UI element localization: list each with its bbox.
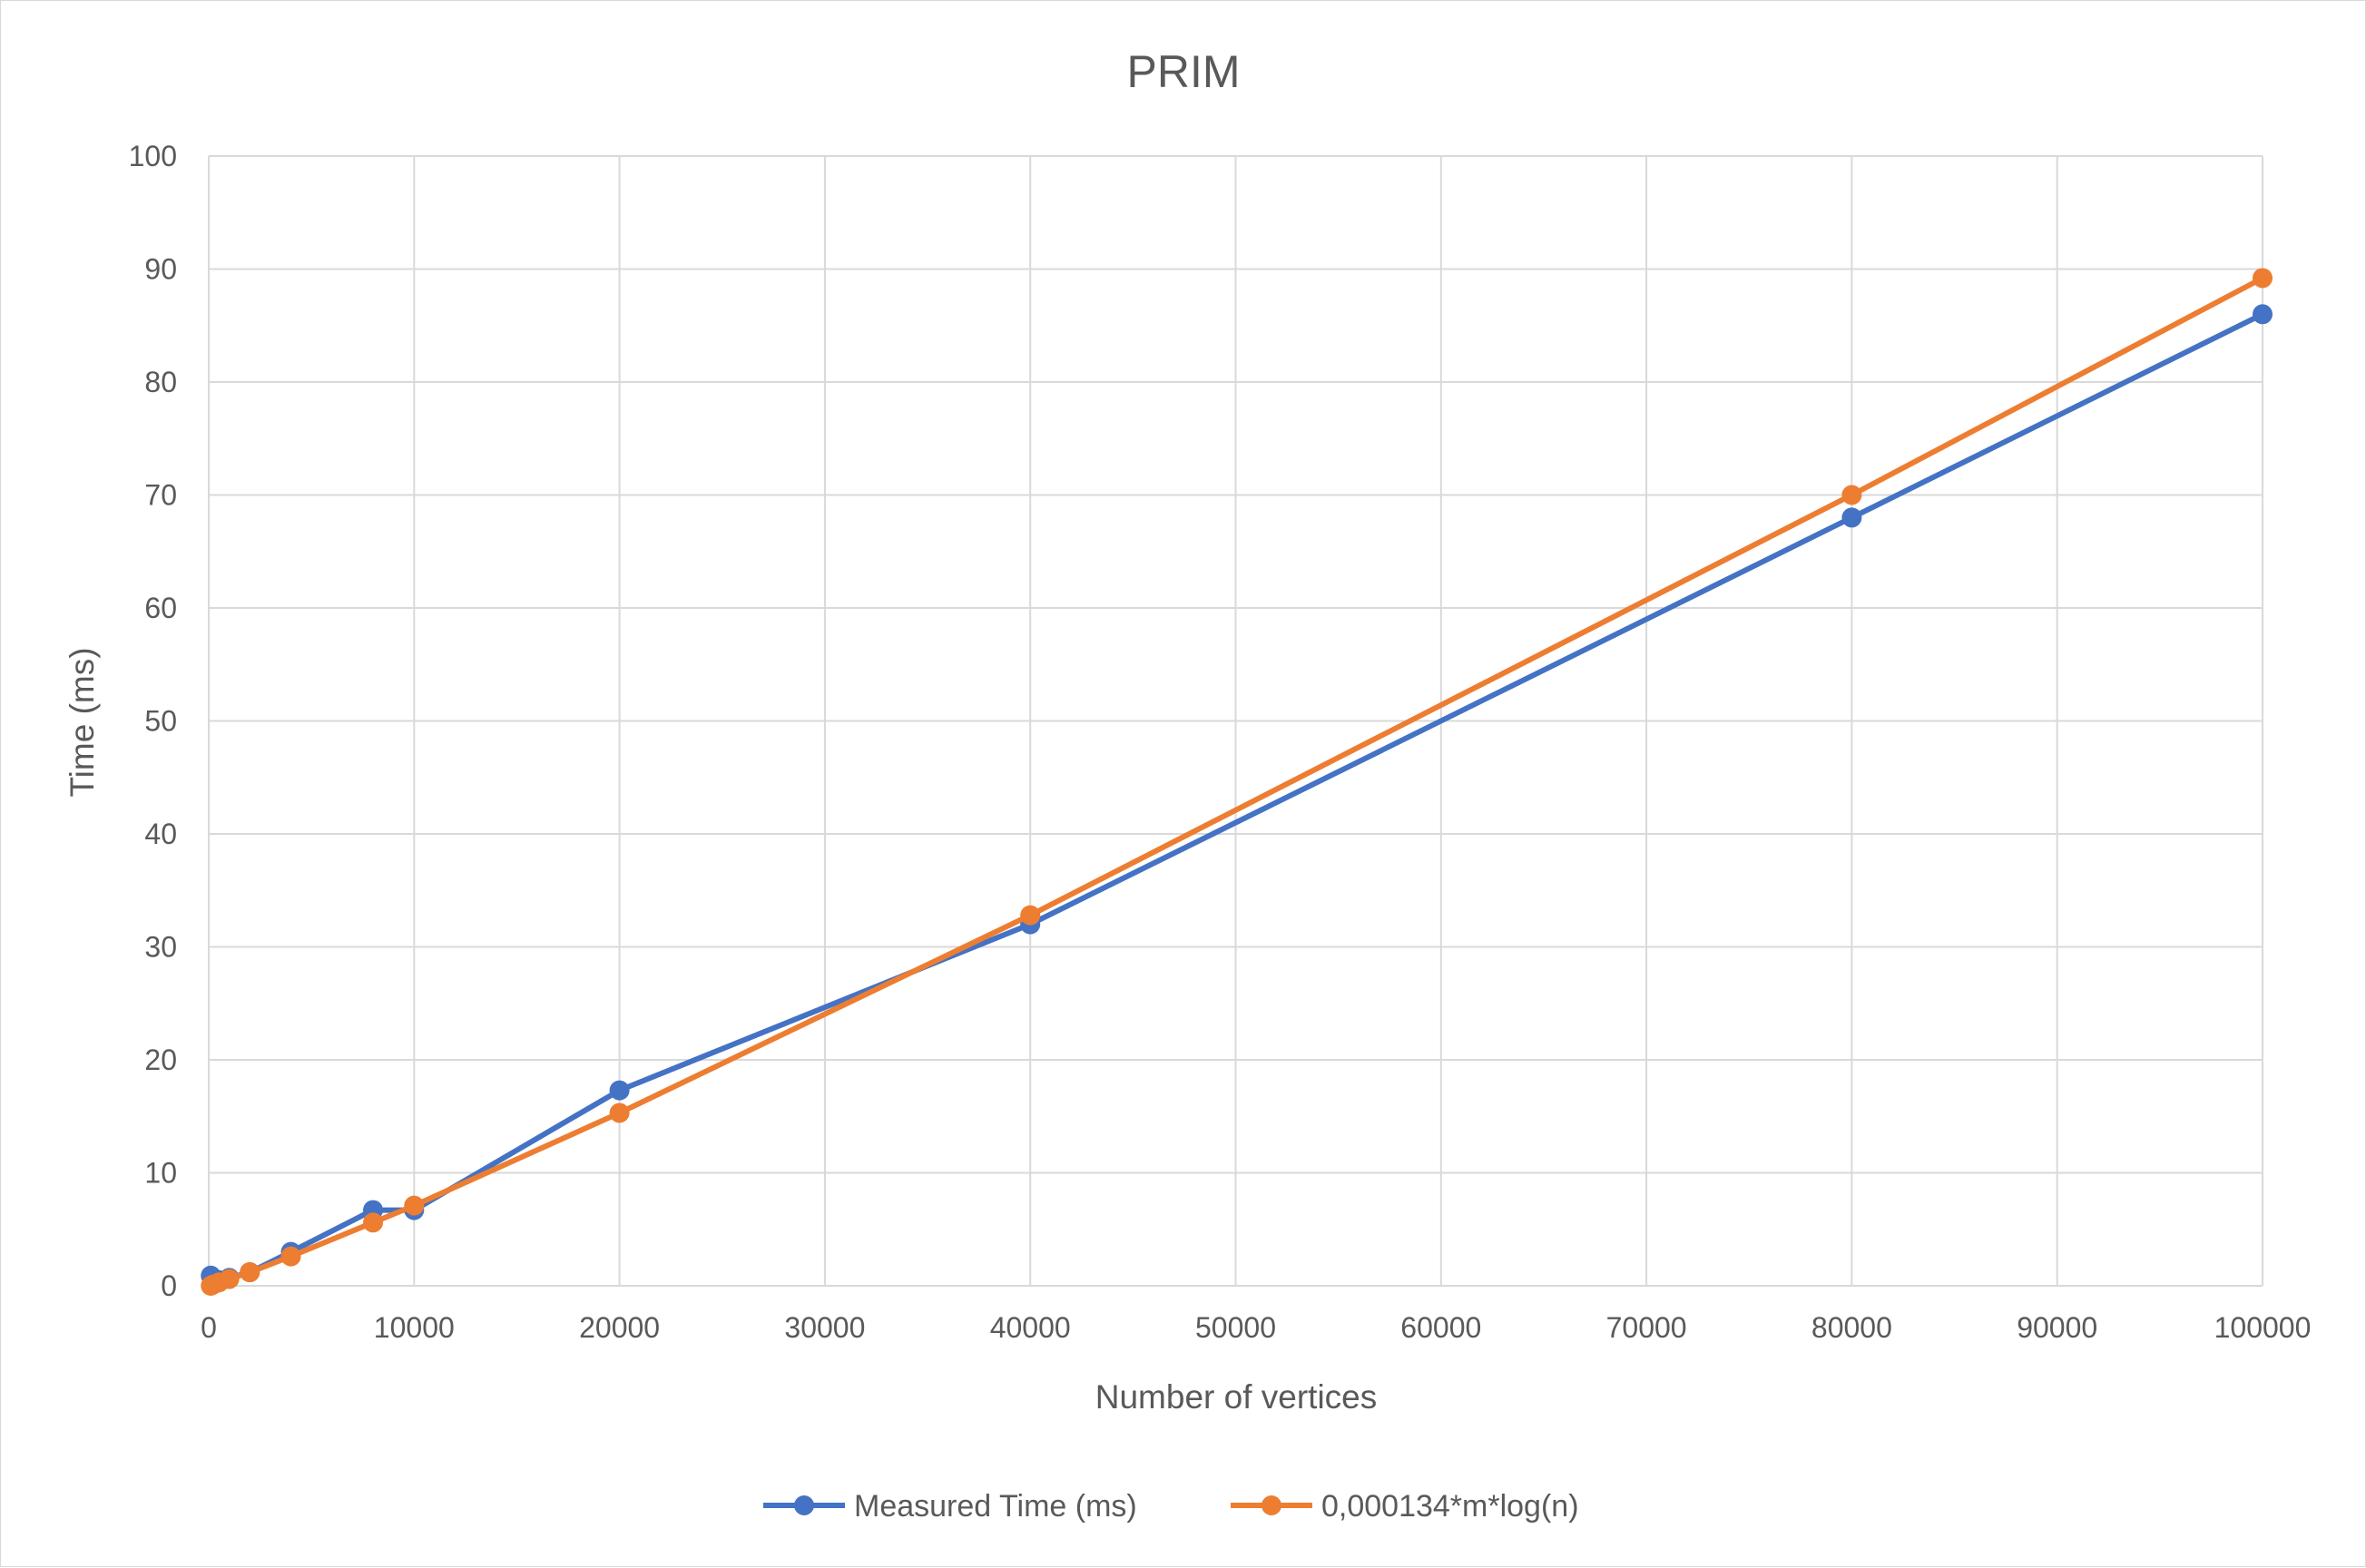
x-tick-label: 40000 — [990, 1311, 1071, 1344]
legend-entry: 0,000134*m*log(n) — [1231, 1489, 1579, 1524]
legend-swatch-marker — [794, 1495, 814, 1515]
series-line — [208, 311, 2265, 1287]
legend-label: Measured Time (ms) — [854, 1489, 1137, 1524]
data-point — [363, 1212, 384, 1233]
data-point — [609, 1102, 630, 1123]
x-tick-label: 100000 — [2214, 1311, 2312, 1344]
legend-entry: Measured Time (ms) — [763, 1489, 1137, 1524]
legend-label: 0,000134*m*log(n) — [1321, 1489, 1579, 1524]
x-tick-label: 0 — [201, 1311, 217, 1344]
series-lines — [201, 268, 2273, 1296]
data-point — [2253, 304, 2273, 325]
data-point — [2253, 268, 2273, 289]
y-tick-label: 10 — [144, 1157, 177, 1190]
x-tick-label: 90000 — [2017, 1311, 2097, 1344]
y-tick-label: 90 — [144, 253, 177, 286]
y-axis-title: Time (ms) — [64, 647, 101, 797]
y-tick-label: 30 — [144, 931, 177, 964]
y-tick-label: 0 — [161, 1269, 177, 1302]
y-tick-label: 20 — [144, 1044, 177, 1076]
series-2 — [201, 268, 2273, 1296]
gridlines — [208, 155, 2263, 1287]
x-tick-label: 70000 — [1606, 1311, 1687, 1344]
data-point — [609, 1080, 630, 1101]
data-point — [1841, 485, 1862, 505]
data-point — [1841, 507, 1862, 528]
y-tick-label: 100 — [129, 140, 177, 172]
x-tick-label: 20000 — [579, 1311, 660, 1344]
series-line — [208, 275, 2265, 1289]
y-tick-label: 80 — [144, 366, 177, 398]
y-tick-label: 70 — [144, 479, 177, 512]
data-point — [404, 1195, 425, 1216]
data-point — [1020, 905, 1041, 926]
y-tick-label: 40 — [144, 818, 177, 850]
x-tick-label: 30000 — [784, 1311, 865, 1344]
data-point — [240, 1262, 260, 1283]
x-tick-label: 50000 — [1195, 1311, 1276, 1344]
x-tick-label: 80000 — [1811, 1311, 1892, 1344]
legend-swatch-marker — [1262, 1495, 1281, 1515]
chart-title: PRIM — [1127, 46, 1241, 97]
x-tick-label: 60000 — [1400, 1311, 1481, 1344]
y-tick-label: 60 — [144, 592, 177, 624]
y-tick-label: 50 — [144, 705, 177, 738]
x-tick-label: 10000 — [374, 1311, 455, 1344]
series-1 — [201, 304, 2273, 1294]
axes: 0 10 20 30 40 50 60 70 80 90 100 0 10000 20000 30000 40… — [129, 140, 2312, 1344]
data-point — [219, 1269, 240, 1289]
legend: Measured Time (ms) 0,000134*m*log(n) — [763, 1489, 1579, 1524]
data-point — [280, 1246, 301, 1267]
x-axis-title: Number of vertices — [1095, 1378, 1378, 1416]
